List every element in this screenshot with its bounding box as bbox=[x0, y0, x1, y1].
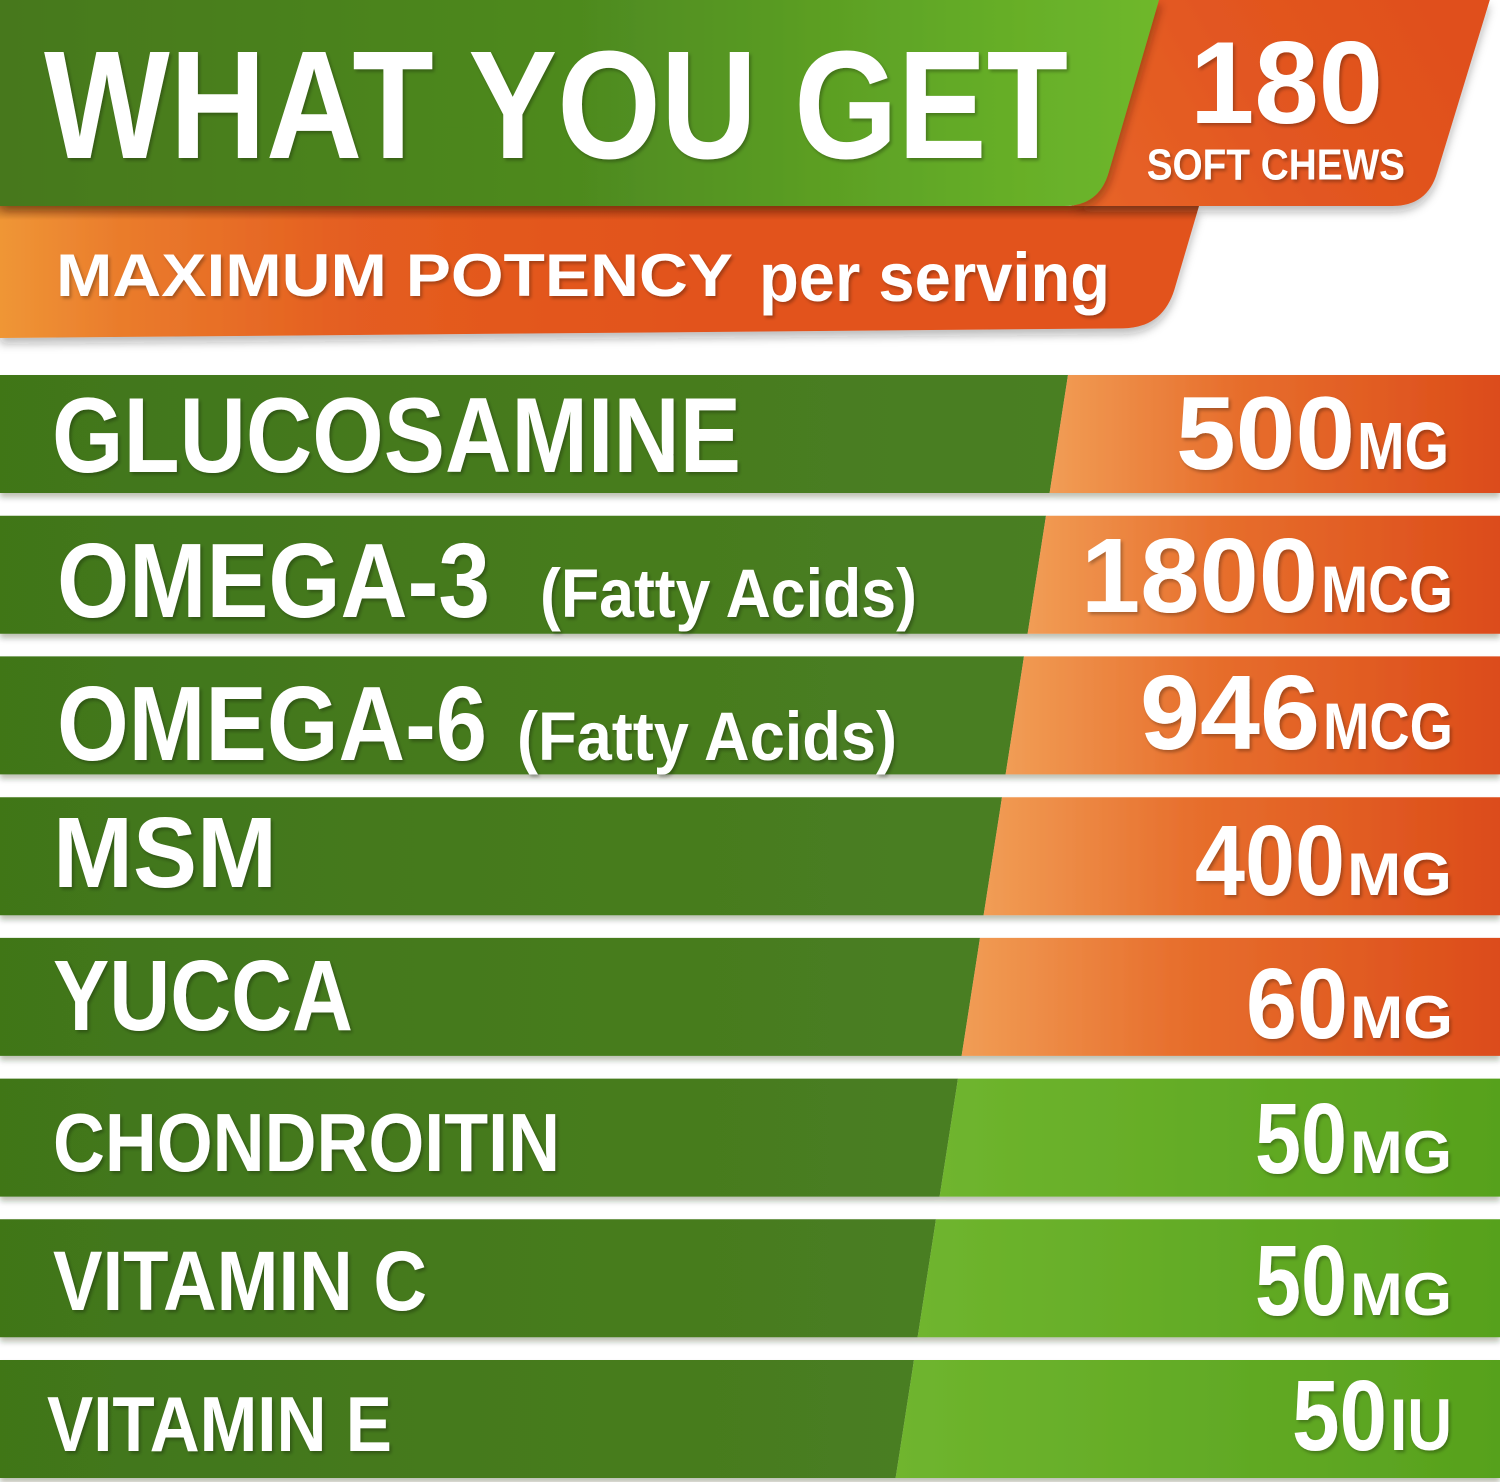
svg-text:MAXIMUM POTENCY: MAXIMUM POTENCY bbox=[56, 242, 733, 309]
svg-text:500: 500 bbox=[1176, 376, 1355, 492]
svg-text:MG: MG bbox=[1350, 1119, 1452, 1186]
svg-text:IU: IU bbox=[1390, 1385, 1452, 1466]
svg-text:WHAT YOU GET: WHAT YOU GET bbox=[44, 19, 1068, 191]
svg-text:1800: 1800 bbox=[1081, 517, 1318, 635]
svg-text:400: 400 bbox=[1195, 805, 1345, 917]
svg-text:MG: MG bbox=[1347, 841, 1452, 908]
svg-text:MCG: MCG bbox=[1323, 689, 1453, 763]
svg-text:VITAMIN E: VITAMIN E bbox=[47, 1380, 392, 1468]
svg-text:60: 60 bbox=[1246, 948, 1348, 1060]
svg-text:YUCCA: YUCCA bbox=[53, 940, 353, 1052]
svg-text:OMEGA-3: OMEGA-3 bbox=[57, 522, 490, 640]
svg-text:MG: MG bbox=[1357, 409, 1449, 484]
svg-text:SOFT CHEWS: SOFT CHEWS bbox=[1147, 142, 1405, 190]
svg-text:946: 946 bbox=[1140, 654, 1320, 772]
svg-text:50: 50 bbox=[1255, 1083, 1347, 1195]
svg-text:MSM: MSM bbox=[53, 797, 277, 909]
svg-text:GLUCOSAMINE: GLUCOSAMINE bbox=[52, 375, 741, 495]
svg-text:180: 180 bbox=[1190, 17, 1383, 148]
svg-text:per serving: per serving bbox=[759, 239, 1110, 316]
svg-text:VITAMIN C: VITAMIN C bbox=[53, 1234, 427, 1328]
svg-text:50: 50 bbox=[1292, 1360, 1387, 1472]
svg-text:50: 50 bbox=[1255, 1225, 1347, 1337]
svg-text:(Fatty Acids): (Fatty Acids) bbox=[540, 555, 917, 632]
svg-text:(Fatty Acids): (Fatty Acids) bbox=[517, 698, 897, 775]
svg-text:MG: MG bbox=[1350, 1261, 1452, 1328]
svg-text:MCG: MCG bbox=[1321, 552, 1453, 626]
svg-text:CHONDROITIN: CHONDROITIN bbox=[53, 1096, 560, 1189]
svg-text:MG: MG bbox=[1350, 984, 1453, 1051]
svg-text:OMEGA-6: OMEGA-6 bbox=[57, 665, 487, 783]
